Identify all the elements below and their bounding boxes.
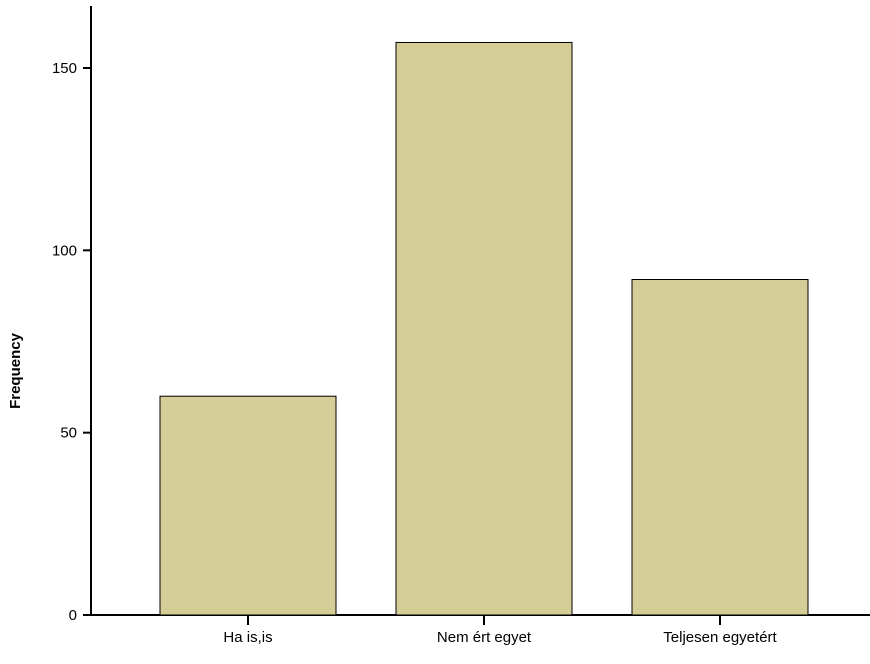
bar-2 <box>631 279 809 616</box>
y-tick-label-2: 100 <box>52 242 77 259</box>
y-tick-label-3: 150 <box>52 60 77 77</box>
x-ticks-group: Ha is,is Nem ért egyet Teljesen egyetért <box>223 615 778 646</box>
y-ticks-group: 0 50 100 150 <box>52 60 91 624</box>
x-tick-label-1: Nem ért egyet <box>437 629 532 646</box>
bar-0 <box>159 395 337 616</box>
bars-group <box>159 41 809 616</box>
x-tick-label-0: Ha is,is <box>223 629 272 646</box>
bar-1 <box>395 41 573 616</box>
y-tick-label-1: 50 <box>60 425 77 442</box>
y-axis-label: Frequency <box>7 332 24 409</box>
x-tick-label-2: Teljesen egyetért <box>663 629 777 646</box>
y-tick-label-0: 0 <box>69 607 77 624</box>
